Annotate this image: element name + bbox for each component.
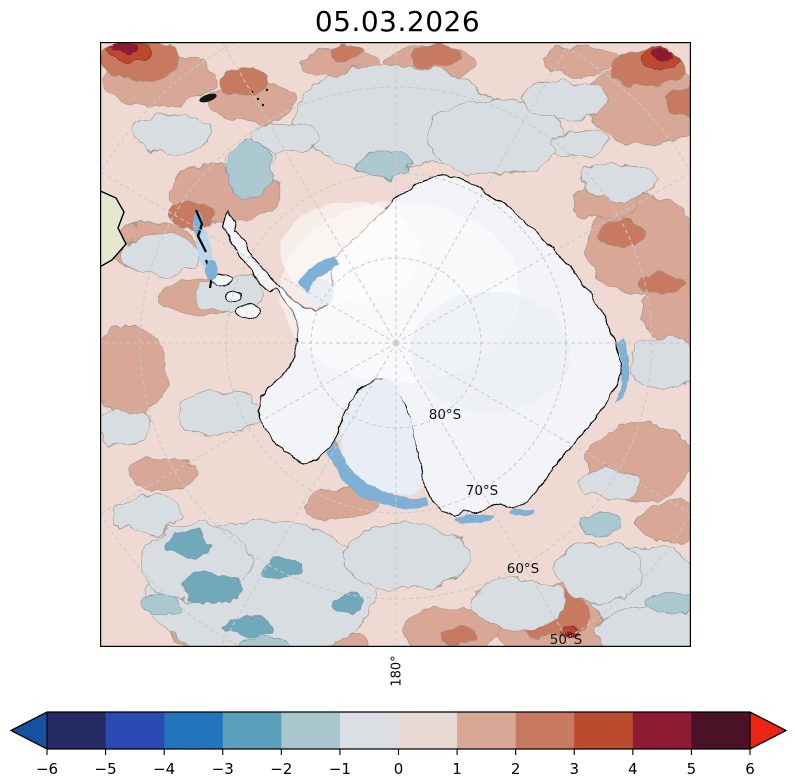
lat-label-70s: 70°S xyxy=(466,483,499,499)
colorbar-extend-right xyxy=(750,712,786,749)
colorbar-segment xyxy=(574,712,634,749)
colorbar-segment xyxy=(339,712,400,749)
colorbar-segment xyxy=(47,712,107,749)
east-coast-sea-ice-edge xyxy=(617,338,630,402)
colorbar-segment xyxy=(515,712,575,749)
colorbar-tick-label: 2 xyxy=(511,760,521,778)
colorbar-tick-label: 3 xyxy=(569,760,579,778)
ross-ice-shelf xyxy=(340,378,424,494)
colorbar-tick-label: −1 xyxy=(329,760,351,778)
ross-sea-ice-edge xyxy=(328,440,428,509)
colorbar-segment xyxy=(398,712,458,749)
colorbar-tick-label: 0 xyxy=(394,760,404,778)
colorbar-segment xyxy=(632,712,693,749)
colorbar-segment xyxy=(105,712,165,749)
colorbar-tick-label: 4 xyxy=(628,760,638,778)
colorbar-extend-left xyxy=(11,712,47,749)
meridian-180-label: 180° xyxy=(389,655,405,687)
colorbar: −6 −5 −4 −3 −2 −1 0 1 2 3 4 5 6 xyxy=(9,711,788,778)
colorbar-tick-label: 1 xyxy=(452,760,462,778)
colorbar-tick-label: −3 xyxy=(212,760,234,778)
lat-label-80s: 80°S xyxy=(429,407,462,423)
figure-title: 05.03.2026 xyxy=(314,5,481,38)
colorbar-tick-label: −2 xyxy=(270,760,292,778)
ocean-anomaly-patches xyxy=(93,39,727,669)
map-border xyxy=(100,42,691,647)
colorbar-segment xyxy=(222,712,282,749)
south-georgia-island xyxy=(199,93,217,103)
weddell-sea-ice-edge xyxy=(298,256,338,292)
colorbar-tick-label: 5 xyxy=(687,760,697,778)
colorbar-segment xyxy=(691,712,751,749)
colorbar-tick-label: −6 xyxy=(36,760,58,778)
colorbar-segment xyxy=(281,712,341,749)
colorbar-segment xyxy=(164,712,224,749)
colorbar-segment xyxy=(457,712,517,749)
colorbar-tick-label: −4 xyxy=(153,760,175,778)
latitude-labels: 80°S 70°S 60°S 50°S xyxy=(429,407,583,648)
colorbar-tick-label: −5 xyxy=(95,760,117,778)
lat-label-60s: 60°S xyxy=(507,561,540,577)
lat-label-50s: 50°S xyxy=(550,632,583,647)
antarctica-continent xyxy=(206,175,630,523)
colorbar-tick-label: 6 xyxy=(745,760,755,778)
